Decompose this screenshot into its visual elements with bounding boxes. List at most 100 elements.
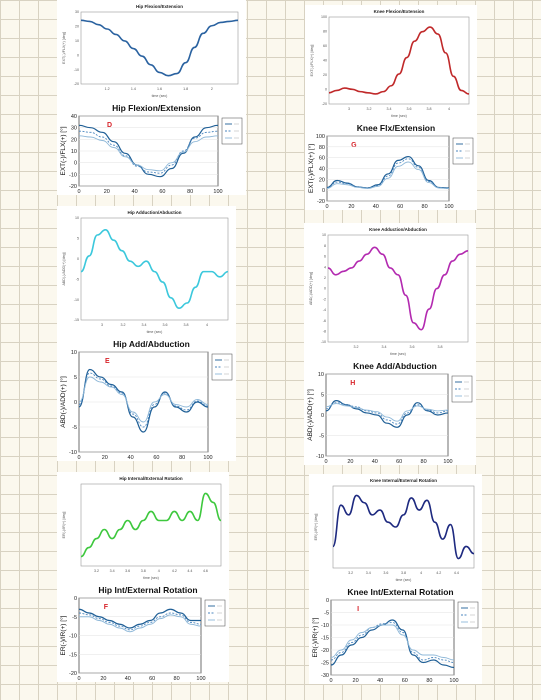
- x-tick-label: 3.2: [367, 107, 372, 111]
- chart-title: Knee Add/Abduction: [353, 361, 437, 371]
- chart-title: Hip Flexion/Extension: [136, 4, 183, 9]
- knee-aa-top-chart: Knee Adduction/Abduction 3.2 3.4 3.6 3.8 10 8 6…: [309, 227, 469, 356]
- x-tick-label: 3.6: [407, 107, 412, 111]
- legend-box: [457, 601, 479, 629]
- hip-aa-top-chart: Hip Adduction/Abduction 3 3.2 3.4 3.6 3.8 4 10 5…: [62, 210, 229, 334]
- plot-frame: [328, 16, 470, 105]
- y-tick-label: -20: [322, 102, 327, 106]
- y-tick-label: 60: [323, 44, 327, 48]
- x-tick-label: 100: [444, 204, 453, 210]
- y-tick-label: -20: [321, 648, 329, 654]
- y-tick-label: -8: [323, 330, 326, 334]
- x-tick-label: 80: [187, 189, 193, 195]
- legend-box: [211, 353, 233, 381]
- chart-title: Knee Flx/Extension: [357, 123, 435, 133]
- series-line-2: [326, 158, 450, 189]
- series-line: [332, 494, 475, 560]
- y-tick-label: 0: [77, 257, 79, 261]
- y-tick-label: 100: [321, 15, 327, 19]
- y-tick-label: -10: [69, 450, 77, 456]
- x-axis-label: time (sec): [152, 94, 168, 98]
- y-tick-label: -10: [69, 172, 77, 178]
- chart-title: Hip Internal/External Rotation: [119, 476, 183, 481]
- x-axis-label: time (sec): [143, 576, 159, 580]
- x-tick-label: 3.6: [410, 345, 415, 349]
- y-axis-label: EXT(-)/FLX(+) [deg]: [310, 45, 314, 77]
- x-tick-label: 0: [77, 676, 80, 682]
- x-tick-label: 40: [377, 678, 383, 684]
- y-tick-label: 60: [319, 156, 325, 162]
- y-axis-label: ABD(-)/ADD(+) [deg]: [62, 252, 66, 285]
- x-tick-label: 3.4: [387, 107, 392, 111]
- x-tick-label: 40: [132, 189, 138, 195]
- series-line-3: [79, 614, 202, 633]
- y-tick-label: -10: [321, 340, 326, 344]
- series-line-1: [330, 619, 455, 669]
- x-tick-label: 60: [159, 189, 165, 195]
- x-tick-label: 1.8: [183, 87, 188, 91]
- hip-aa-card: Hip Adduction/Abduction 3 3.2 3.4 3.6 3.8 4 10 5…: [57, 206, 236, 461]
- y-tick-label: -4: [323, 308, 326, 312]
- x-tick-label: 100: [196, 676, 205, 682]
- y-tick-label: 0: [77, 53, 79, 57]
- series-line-2: [330, 622, 455, 663]
- series-line-3: [78, 376, 209, 423]
- knee-ie-bottom-chart: Knee Int/External Rotation I 0 -5 -10 -15 -20 -…: [311, 587, 479, 684]
- x-tick-label: 40: [373, 204, 379, 210]
- chart-title: Knee Internal/External Rotation: [370, 478, 437, 483]
- y-tick-label: -15: [74, 318, 79, 322]
- x-tick-label: 3.8: [401, 571, 406, 575]
- x-tick-label: 4: [448, 107, 450, 111]
- chart-title: Hip Int/External Rotation: [98, 585, 197, 595]
- y-axis-label: EXT(-)/FLX(+) [°]: [59, 126, 67, 175]
- y-tick-label: 10: [322, 233, 326, 237]
- x-tick-label: 3.2: [354, 345, 359, 349]
- series-line: [328, 26, 470, 95]
- y-tick-label: 0: [74, 161, 77, 167]
- chart-title: Knee Flexion/Extension: [374, 9, 425, 14]
- hip-fe-card: Hip Flexion/Extension 1.2 1.4 1.6 1.8 2 30 20 10…: [57, 0, 246, 195]
- y-tick-label: -5: [72, 615, 77, 621]
- x-tick-label: 4.6: [203, 569, 208, 573]
- x-tick-label: 100: [443, 459, 452, 465]
- y-tick-label: 4: [324, 265, 326, 269]
- x-tick-label: 4: [206, 323, 208, 327]
- knee-fe-card: Knee Flexion/Extension 3 3.2 3.4 3.6 3.8 4 100 8…: [305, 5, 477, 210]
- chart-title: Knee Int/External Rotation: [347, 587, 453, 597]
- panel-letter: I: [357, 606, 359, 613]
- x-tick-label: 4: [420, 571, 422, 575]
- x-tick-label: 4.2: [436, 571, 441, 575]
- chart-title: Knee Adduction/Abduction: [369, 227, 427, 232]
- y-tick-label: 10: [75, 216, 79, 220]
- x-axis-label: time (sec): [396, 578, 412, 582]
- x-tick-label: 40: [125, 676, 131, 682]
- x-tick-label: 3.8: [427, 107, 432, 111]
- x-tick-label: 3.8: [184, 323, 189, 327]
- x-tick-label: 3.2: [121, 323, 126, 327]
- y-tick-label: 0: [74, 400, 77, 406]
- y-axis-label: ER(-)/IR(+) [deg]: [314, 514, 318, 541]
- knee-fe-top-chart: Knee Flexion/Extension 3 3.2 3.4 3.6 3.8 4 100 8…: [310, 9, 470, 118]
- y-tick-label: 5: [321, 393, 324, 399]
- y-tick-label: 0: [74, 596, 77, 602]
- y-tick-label: -20: [69, 184, 77, 190]
- y-axis-label: ABD(-)/ADD(+) [°]: [59, 376, 67, 428]
- plot-frame: [80, 11, 239, 85]
- panel-letter: H: [350, 380, 355, 387]
- chart-title: Hip Flexion/Extension: [112, 103, 201, 113]
- panel-letter: G: [351, 142, 357, 149]
- y-tick-label: 80: [323, 30, 327, 34]
- y-axis-label: EXT(-)/FLX(+) [°]: [307, 144, 315, 193]
- x-tick-label: 2: [211, 87, 213, 91]
- panel-letter: D: [107, 122, 112, 129]
- y-tick-label: -25: [321, 661, 329, 667]
- y-tick-label: -10: [321, 623, 329, 629]
- x-tick-label: 1.4: [131, 87, 136, 91]
- y-axis-label: ABD(-)/ADD(+) [°]: [306, 389, 314, 441]
- y-axis-label: ABD(-)/ADD(+) [deg]: [309, 272, 313, 305]
- x-tick-label: 20: [102, 455, 108, 461]
- y-tick-label: -5: [324, 611, 329, 617]
- x-tick-label: 40: [372, 459, 378, 465]
